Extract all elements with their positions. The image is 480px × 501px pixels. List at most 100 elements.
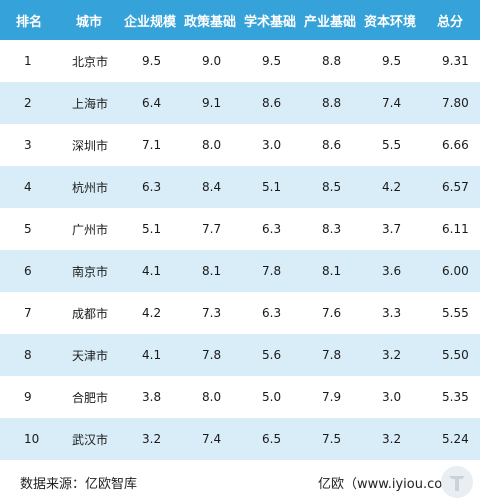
footer: 数据来源：亿欧智库 亿欧（www.iyiou.com） <box>0 462 480 501</box>
cell-academic-basis: 3.0 <box>240 124 300 166</box>
cell-policy-basis: 7.8 <box>180 334 240 376</box>
cell-city: 武汉市 <box>58 418 120 460</box>
cell-enterprise-scale: 3.2 <box>120 418 180 460</box>
cell-policy-basis: 9.1 <box>180 82 240 124</box>
cell-enterprise-scale: 5.1 <box>120 208 180 250</box>
cell-academic-basis: 5.1 <box>240 166 300 208</box>
cell-capital-environment: 3.7 <box>360 208 420 250</box>
cell-industry-basis: 7.5 <box>300 418 360 460</box>
iyiou-logo-watermark-icon <box>441 466 473 498</box>
table-row: 7 成都市 4.2 7.3 6.3 7.6 3.3 5.55 <box>0 292 480 334</box>
cell-enterprise-scale: 4.1 <box>120 334 180 376</box>
header-policy-basis: 政策基础 <box>180 0 240 40</box>
cell-capital-environment: 9.5 <box>360 40 420 82</box>
cell-total-score: 6.11 <box>420 208 480 250</box>
cell-academic-basis: 5.6 <box>240 334 300 376</box>
cell-city: 北京市 <box>58 40 120 82</box>
cell-city: 南京市 <box>58 250 120 292</box>
cell-total-score: 9.31 <box>420 40 480 82</box>
table-row: 1 北京市 9.5 9.0 9.5 8.8 9.5 9.31 <box>0 40 480 82</box>
table-row: 4 杭州市 6.3 8.4 5.1 8.5 4.2 6.57 <box>0 166 480 208</box>
cell-rank: 6 <box>0 250 58 292</box>
cell-capital-environment: 3.2 <box>360 418 420 460</box>
cell-capital-environment: 3.0 <box>360 376 420 418</box>
cell-policy-basis: 7.4 <box>180 418 240 460</box>
cell-policy-basis: 8.0 <box>180 124 240 166</box>
cell-rank: 2 <box>0 82 58 124</box>
cell-rank: 4 <box>0 166 58 208</box>
cell-total-score: 6.00 <box>420 250 480 292</box>
cell-capital-environment: 7.4 <box>360 82 420 124</box>
cell-total-score: 5.35 <box>420 376 480 418</box>
cell-capital-environment: 3.3 <box>360 292 420 334</box>
cell-city: 合肥市 <box>58 376 120 418</box>
cell-industry-basis: 7.8 <box>300 334 360 376</box>
table-row: 10 武汉市 3.2 7.4 6.5 7.5 3.2 5.24 <box>0 418 480 460</box>
cell-rank: 3 <box>0 124 58 166</box>
city-ranking-table: 排名 城市 企业规模 政策基础 学术基础 产业基础 资本环境 总分 1 北京市 9.… <box>0 0 480 460</box>
cell-total-score: 5.50 <box>420 334 480 376</box>
table-row: 2 上海市 6.4 9.1 8.6 8.8 7.4 7.80 <box>0 82 480 124</box>
header-enterprise-scale: 企业规模 <box>120 0 180 40</box>
cell-city: 上海市 <box>58 82 120 124</box>
cell-capital-environment: 5.5 <box>360 124 420 166</box>
cell-capital-environment: 4.2 <box>360 166 420 208</box>
cell-enterprise-scale: 6.3 <box>120 166 180 208</box>
cell-policy-basis: 7.3 <box>180 292 240 334</box>
cell-academic-basis: 6.3 <box>240 208 300 250</box>
cell-city: 广州市 <box>58 208 120 250</box>
cell-industry-basis: 8.8 <box>300 82 360 124</box>
cell-industry-basis: 8.5 <box>300 166 360 208</box>
cell-enterprise-scale: 3.8 <box>120 376 180 418</box>
table-row: 9 合肥市 3.8 8.0 5.0 7.9 3.0 5.35 <box>0 376 480 418</box>
cell-policy-basis: 7.7 <box>180 208 240 250</box>
table-row: 5 广州市 5.1 7.7 6.3 8.3 3.7 6.11 <box>0 208 480 250</box>
cell-city: 天津市 <box>58 334 120 376</box>
cell-academic-basis: 8.6 <box>240 82 300 124</box>
cell-academic-basis: 7.8 <box>240 250 300 292</box>
cell-total-score: 7.80 <box>420 82 480 124</box>
header-total-score: 总分 <box>420 0 480 40</box>
cell-city: 成都市 <box>58 292 120 334</box>
table-row: 6 南京市 4.1 8.1 7.8 8.1 3.6 6.00 <box>0 250 480 292</box>
header-industry-basis: 产业基础 <box>300 0 360 40</box>
cell-rank: 5 <box>0 208 58 250</box>
cell-rank: 9 <box>0 376 58 418</box>
header-city: 城市 <box>58 0 120 40</box>
table-row: 8 天津市 4.1 7.8 5.6 7.8 3.2 5.50 <box>0 334 480 376</box>
cell-rank: 7 <box>0 292 58 334</box>
cell-enterprise-scale: 9.5 <box>120 40 180 82</box>
cell-rank: 10 <box>0 418 58 460</box>
brand-credit: 亿欧（www.iyiou.com） <box>318 477 468 492</box>
cell-total-score: 6.57 <box>420 166 480 208</box>
header-academic-basis: 学术基础 <box>240 0 300 40</box>
cell-academic-basis: 5.0 <box>240 376 300 418</box>
cell-academic-basis: 6.5 <box>240 418 300 460</box>
cell-capital-environment: 3.6 <box>360 250 420 292</box>
cell-industry-basis: 8.8 <box>300 40 360 82</box>
cell-total-score: 5.55 <box>420 292 480 334</box>
cell-total-score: 6.66 <box>420 124 480 166</box>
cell-policy-basis: 8.0 <box>180 376 240 418</box>
cell-industry-basis: 7.6 <box>300 292 360 334</box>
table-header-row: 排名 城市 企业规模 政策基础 学术基础 产业基础 资本环境 总分 <box>0 0 480 40</box>
cell-policy-basis: 9.0 <box>180 40 240 82</box>
cell-industry-basis: 8.6 <box>300 124 360 166</box>
table-body: 1 北京市 9.5 9.0 9.5 8.8 9.5 9.31 2 上海市 6.4 9.1 8.6 8.8 7… <box>0 40 480 460</box>
header-capital-environment: 资本环境 <box>360 0 420 40</box>
cell-academic-basis: 9.5 <box>240 40 300 82</box>
cell-enterprise-scale: 7.1 <box>120 124 180 166</box>
cell-policy-basis: 8.4 <box>180 166 240 208</box>
cell-city: 深圳市 <box>58 124 120 166</box>
cell-capital-environment: 3.2 <box>360 334 420 376</box>
cell-total-score: 5.24 <box>420 418 480 460</box>
data-source-note: 数据来源：亿欧智库 <box>20 477 138 492</box>
cell-enterprise-scale: 6.4 <box>120 82 180 124</box>
cell-enterprise-scale: 4.1 <box>120 250 180 292</box>
cell-industry-basis: 8.1 <box>300 250 360 292</box>
cell-policy-basis: 8.1 <box>180 250 240 292</box>
table-row: 3 深圳市 7.1 8.0 3.0 8.6 5.5 6.66 <box>0 124 480 166</box>
header-rank: 排名 <box>0 0 58 40</box>
cell-academic-basis: 6.3 <box>240 292 300 334</box>
